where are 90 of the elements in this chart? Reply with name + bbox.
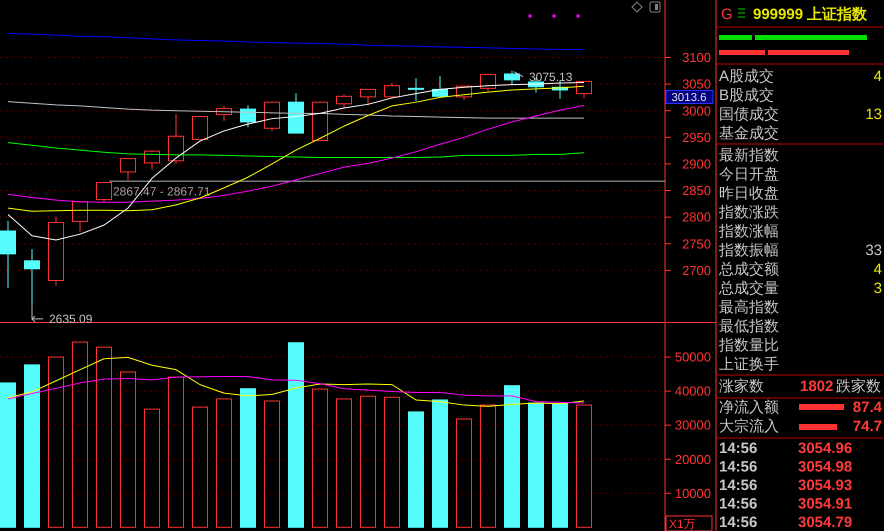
text: 指数振幅	[718, 242, 779, 259]
text: 14:56	[719, 514, 758, 531]
text: 净流入额	[719, 399, 779, 416]
bar	[480, 404, 496, 528]
bar	[384, 396, 400, 528]
text: 1802	[800, 378, 834, 395]
text: 昨日收盘	[719, 185, 779, 202]
text: 3054.93	[798, 477, 852, 494]
text: 14:56	[719, 458, 758, 476]
bar	[576, 404, 592, 528]
line-series	[8, 376, 584, 404]
text: 13	[865, 106, 882, 123]
text: G	[721, 6, 733, 23]
bar	[240, 388, 256, 528]
text: 999999 上证指数	[753, 6, 868, 23]
text: 最高指数	[719, 299, 779, 316]
bar	[336, 398, 352, 528]
text: 14:56	[719, 496, 758, 512]
annotation: 3075.13	[529, 70, 573, 84]
candlestick	[0, 220, 16, 288]
y-tick-label: 2850	[682, 183, 711, 198]
text: 14:56	[719, 477, 758, 494]
bar	[528, 402, 544, 528]
bar	[360, 396, 376, 528]
y-tick-label: 10000	[674, 486, 711, 501]
bar	[96, 346, 112, 528]
bar	[408, 411, 424, 528]
bar	[504, 385, 520, 528]
bar	[24, 364, 40, 528]
bar	[552, 403, 568, 528]
line-series	[8, 33, 584, 50]
text: 3054.98	[798, 458, 852, 476]
text: 今日开盘	[719, 166, 779, 183]
text: 大宗流入	[719, 418, 779, 435]
bar	[288, 342, 304, 528]
text: 74.7	[852, 418, 882, 435]
text: 总成交量	[718, 280, 779, 297]
bar	[72, 342, 88, 528]
y-tick-label: 2950	[682, 130, 711, 145]
bar	[312, 388, 328, 528]
bar	[192, 406, 208, 528]
y-tick-label: 2900	[682, 156, 711, 172]
text: 14:56	[719, 440, 758, 457]
text: 指数量比	[718, 337, 779, 354]
text: 上证换手	[719, 356, 779, 373]
y-tick-label: 2700	[682, 262, 711, 278]
text: 最低指数	[719, 318, 779, 335]
candlestick	[24, 248, 40, 306]
text: 3054.79	[798, 514, 852, 531]
candlestick	[48, 216, 64, 286]
bar	[144, 408, 160, 528]
y-tick-label: 3000	[682, 103, 711, 118]
text: 基金成交	[719, 125, 779, 142]
text: 3013.6	[671, 92, 707, 104]
text: 总成交额	[718, 261, 779, 278]
y-tick-label: 20000	[674, 452, 711, 467]
bar	[456, 418, 472, 528]
line-series	[8, 356, 584, 407]
text: 87.4	[852, 399, 883, 416]
y-tick-label: 50000	[674, 350, 711, 365]
text: 3054.96	[798, 440, 852, 457]
bar	[432, 399, 448, 528]
y-axis-title: X1万	[669, 517, 696, 531]
bar	[168, 376, 184, 528]
text: 指数涨幅	[718, 223, 779, 240]
text: 跌家数	[836, 378, 881, 395]
bar	[120, 372, 136, 528]
text: 3	[874, 280, 882, 297]
text: 最新指数	[719, 147, 779, 164]
y-tick-label: 30000	[674, 418, 711, 433]
bar	[48, 356, 64, 528]
text: 33	[865, 242, 882, 259]
y-tick-label: 3050	[682, 76, 711, 92]
bar	[264, 400, 280, 528]
text: 4	[874, 261, 882, 278]
y-tick-label: 3100	[682, 50, 711, 66]
text: A股成交	[719, 68, 774, 85]
bar	[0, 382, 16, 528]
candlestick	[168, 113, 184, 164]
bar	[216, 398, 232, 528]
candlestick	[408, 78, 424, 102]
y-tick-label: 2800	[682, 210, 711, 225]
y-tick-label: 2750	[682, 236, 711, 252]
text: 3054.91	[798, 496, 852, 512]
text: 涨家数	[719, 378, 764, 395]
text: 指数涨跌	[718, 204, 779, 221]
text: B股成交	[719, 87, 774, 104]
text: 4	[874, 68, 882, 85]
text: 国债成交	[719, 106, 779, 123]
y-tick-label: 40000	[674, 384, 711, 399]
